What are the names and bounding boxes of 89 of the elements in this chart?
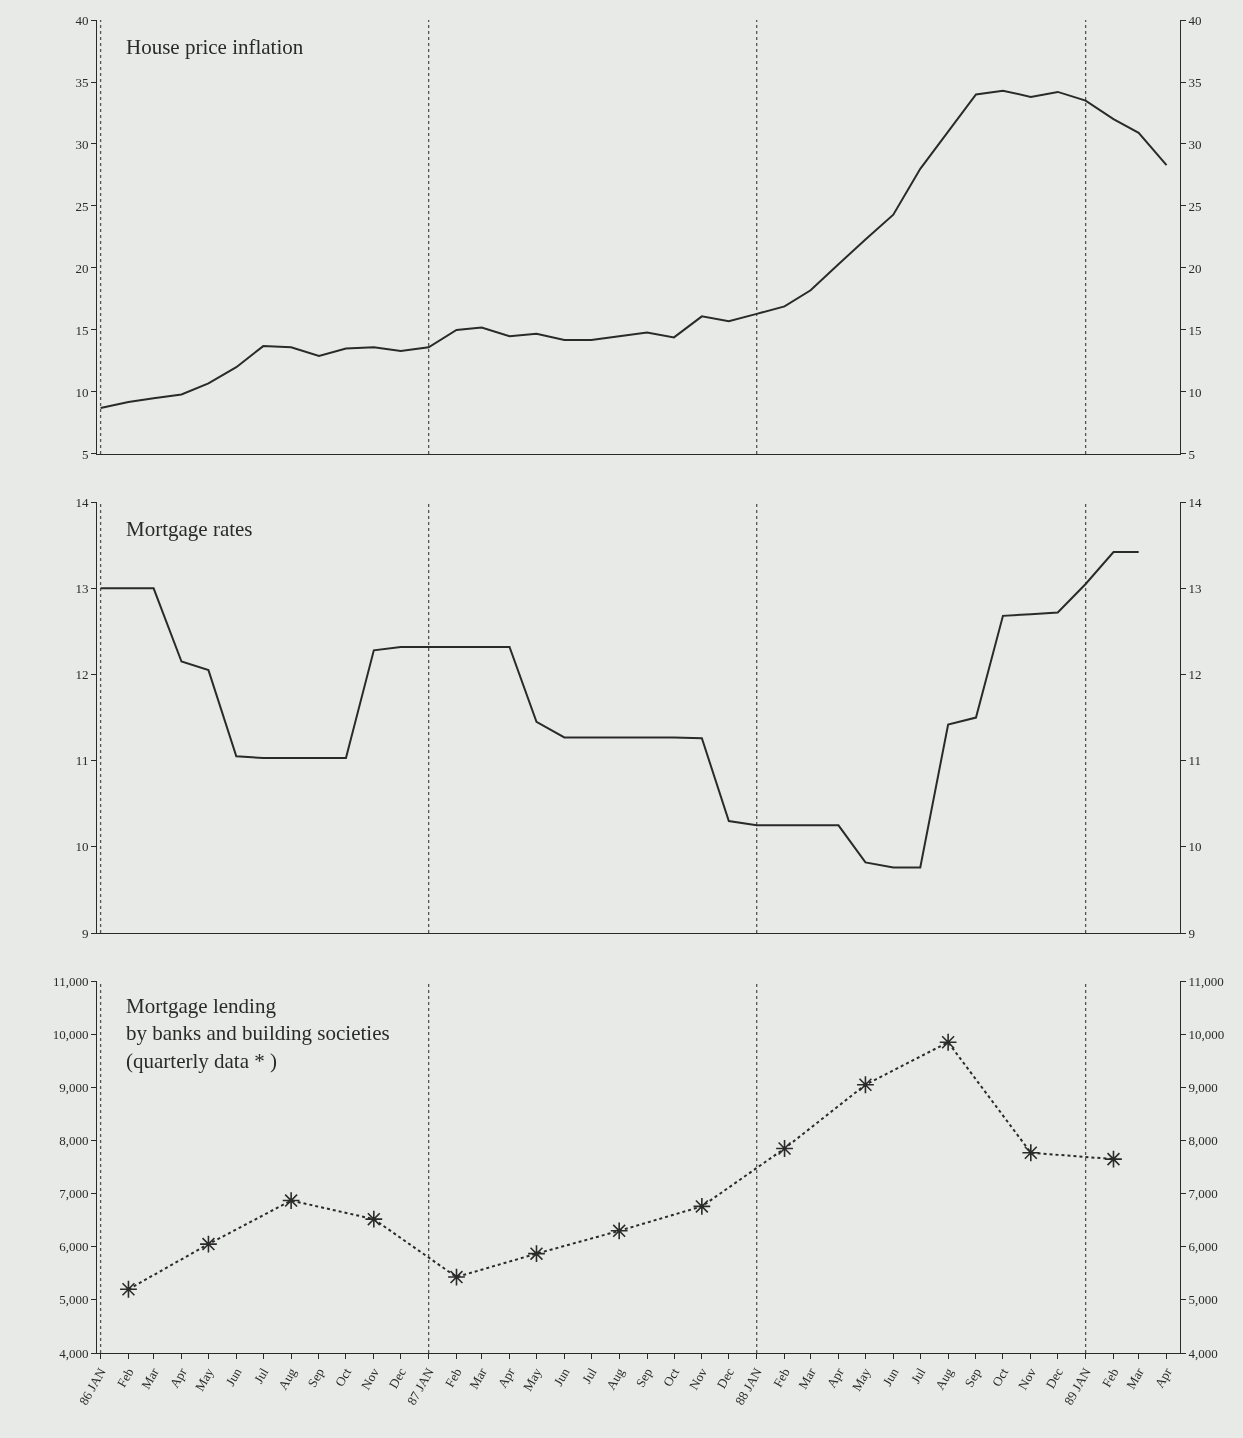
text: Mortgage rates (126, 517, 253, 541)
y-tick-label: 4,000 (59, 1345, 89, 1361)
y-tick-label: 15 (75, 322, 89, 338)
y2-tick-label: 11,000 (1188, 973, 1224, 989)
x-tick-label: Jul (907, 1365, 929, 1386)
x-tick-label: Oct (659, 1365, 683, 1390)
y-tick-label: 12 (75, 667, 89, 683)
y2-tick-label: 11 (1188, 753, 1202, 769)
point (1104, 1149, 1123, 1169)
y2-tick-label: 7,000 (1188, 1186, 1218, 1202)
y-tick-label: 10,000 (52, 1026, 89, 1042)
y2-tick-label: 5,000 (1188, 1292, 1218, 1308)
y2-tick-label: 10,000 (1188, 1026, 1225, 1042)
y-tick-label: 25 (75, 198, 89, 214)
x-tick-label: Feb (1098, 1365, 1122, 1390)
x-tick-label: Mar (1123, 1364, 1148, 1392)
y-tick-label: 11 (75, 753, 89, 769)
point (692, 1197, 712, 1216)
y2-tick-label: 10 (1188, 384, 1202, 400)
y2-tick-label: 8,000 (1188, 1133, 1218, 1149)
y2-tick-label: 5 (1188, 446, 1196, 462)
point (447, 1267, 466, 1287)
x-tick-label: Apr (166, 1364, 191, 1391)
y2-tick-label: 15 (1188, 322, 1202, 338)
point (527, 1244, 546, 1263)
point (119, 1280, 138, 1299)
y-tick-label: 14 (75, 494, 89, 510)
text: House price inflation (126, 35, 304, 59)
y2-tick-label: 4,000 (1188, 1345, 1218, 1361)
x-tick-label: Jun (222, 1364, 245, 1389)
x-tick-label: Sep (632, 1365, 656, 1390)
x-tick-label: Dec (713, 1365, 738, 1391)
y2-tick-label: 10 (1188, 839, 1202, 855)
point (1021, 1143, 1041, 1162)
x-tick-label: Jul (578, 1365, 600, 1386)
y2-tick-label: 30 (1188, 136, 1202, 152)
y-tick-label: 30 (75, 136, 89, 152)
y-tick-label: 9,000 (59, 1079, 89, 1095)
y2-tick-label: 35 (1188, 74, 1202, 90)
text: Mortgage lending by banks and building societies (quarterly data * ) (126, 994, 390, 1073)
line-series (99, 551, 1140, 869)
x-tick-label: Mar (795, 1364, 820, 1392)
x-tick-label: Jul (250, 1365, 272, 1386)
x-tick-label: Feb (113, 1365, 137, 1390)
x-tick-label: Apr (823, 1364, 848, 1391)
point (775, 1139, 794, 1158)
y-tick-label: 7,000 (59, 1186, 89, 1202)
y-tick-label: 20 (75, 260, 89, 276)
y2-tick-label: 40 (1188, 12, 1202, 28)
x-tick-label: Sep (304, 1365, 328, 1390)
point (856, 1075, 875, 1094)
point (199, 1234, 218, 1254)
point (609, 1221, 629, 1241)
x-tick-label: Dec (385, 1365, 410, 1391)
y2-tick-label: 14 (1188, 494, 1203, 510)
x-tick-label: Dec (1042, 1365, 1067, 1391)
x-tick-label: Jun (879, 1364, 902, 1389)
y2-tick-label: 13 (1188, 580, 1202, 596)
y-tick-label: 6,000 (59, 1239, 89, 1255)
y-tick-label: 9 (81, 925, 89, 941)
x-tick-label: Mar (466, 1364, 491, 1392)
y-tick-label: 10 (75, 384, 89, 400)
x-tick-label: Oct (988, 1365, 1012, 1390)
point (364, 1209, 384, 1229)
x-tick-label: Apr (1151, 1364, 1176, 1391)
y2-tick-label: 9 (1188, 925, 1196, 941)
y-tick-label: 40 (75, 12, 89, 28)
y2-tick-label: 25 (1188, 198, 1202, 214)
line-series (99, 89, 1168, 410)
y-tick-label: 5 (81, 446, 89, 462)
point (281, 1191, 301, 1210)
y2-tick-label: 20 (1188, 260, 1202, 276)
x-tick-label: Jun (550, 1364, 573, 1389)
y-tick-label: 10 (75, 839, 89, 855)
y-tick-label: 11,000 (53, 973, 89, 989)
y2-tick-label: 9,000 (1188, 1079, 1218, 1095)
x-tick-label: Feb (770, 1365, 793, 1390)
x-tick-label: Apr (494, 1364, 519, 1391)
y-tick-label: 35 (75, 74, 89, 90)
x-tick-label: Oct (331, 1365, 355, 1390)
y2-tick-label: 12 (1188, 667, 1202, 683)
y-tick-label: 13 (75, 580, 89, 596)
y-tick-label: 5,000 (59, 1292, 89, 1308)
y-tick-label: 8,000 (59, 1133, 89, 1149)
point (938, 1033, 958, 1052)
x-tick-label: Mar (138, 1364, 163, 1392)
y2-tick-label: 6,000 (1188, 1239, 1218, 1255)
x-tick-label: Sep (961, 1365, 985, 1390)
x-tick-label: Feb (441, 1365, 465, 1390)
